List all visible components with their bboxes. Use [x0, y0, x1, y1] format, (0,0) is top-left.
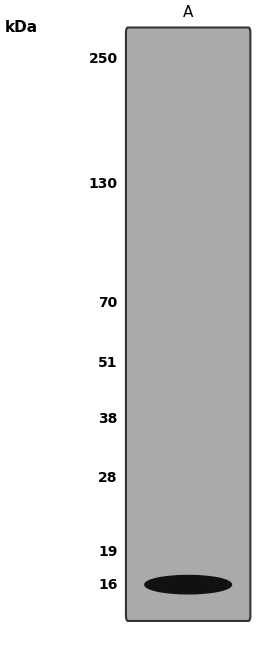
FancyBboxPatch shape — [126, 28, 250, 621]
Text: 28: 28 — [98, 471, 118, 485]
Text: 130: 130 — [89, 178, 118, 191]
Text: 70: 70 — [99, 295, 118, 310]
Text: kDa: kDa — [5, 20, 38, 35]
Text: 250: 250 — [89, 52, 118, 66]
Text: 51: 51 — [98, 356, 118, 370]
Text: A: A — [183, 5, 193, 20]
Text: 19: 19 — [98, 545, 118, 559]
Ellipse shape — [145, 576, 231, 594]
Text: 16: 16 — [98, 578, 118, 591]
Text: 38: 38 — [98, 413, 118, 426]
